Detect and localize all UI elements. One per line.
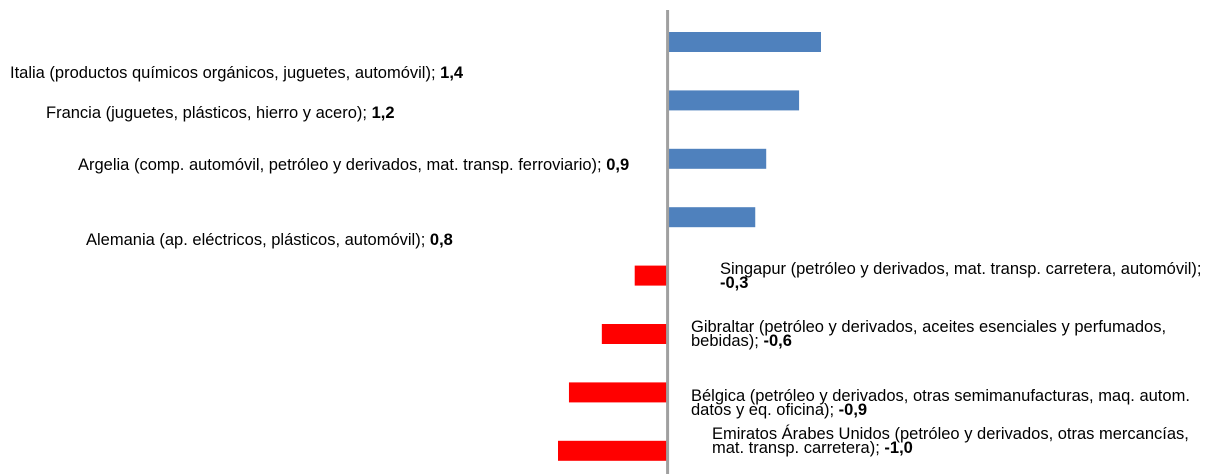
bar-label: Alemania (ap. eléctricos, plásticos, aut…: [86, 231, 453, 249]
bar: [667, 32, 821, 52]
bar: [667, 207, 756, 228]
value-label: 0,9: [606, 156, 630, 174]
category-label: Francia (juguetes, plásticos, hierro y a…: [46, 104, 367, 122]
value-label: -0,3: [720, 274, 749, 292]
bar: [667, 148, 767, 169]
category-label: Bélgica (petróleo y derivados, otras sem…: [691, 387, 1190, 419]
category-label: Singapur (petróleo y derivados, mat. tra…: [720, 260, 1202, 278]
category-label: Italia (productos químicos orgánicos, ju…: [10, 64, 436, 82]
category-label: Gibraltar (petróleo y derivados, aceites…: [691, 318, 1167, 350]
bar-label: Francia (juguetes, plásticos, hierro y a…: [46, 104, 395, 122]
bar: [558, 440, 668, 461]
category-label: Alemania (ap. eléctricos, plásticos, aut…: [86, 231, 426, 249]
value-label: 1,2: [371, 104, 395, 122]
bar: [568, 382, 668, 403]
value-label: -1,0: [884, 439, 913, 457]
value-label: -0,6: [763, 332, 792, 350]
bar-label: Bélgica (petróleo y derivados, otras sem…: [691, 387, 1231, 419]
value-label: 1,4: [440, 64, 464, 82]
bar: [634, 265, 668, 286]
bar-label: Singapur (petróleo y derivados, mat. tra…: [720, 260, 1231, 292]
bar-label: Emiratos Árabes Unidos (petróleo y deriv…: [712, 425, 1212, 457]
bar: [667, 90, 800, 111]
value-label: -0,9: [838, 401, 868, 419]
category-label: Emiratos Árabes Unidos (petróleo y deriv…: [712, 425, 1189, 457]
category-label: Argelia (comp. automóvil, petróleo y der…: [78, 156, 602, 174]
value-label: 0,8: [429, 231, 453, 249]
bar-label: Italia (productos químicos orgánicos, ju…: [10, 64, 464, 82]
bar: [601, 324, 668, 344]
bar-label: Argelia (comp. automóvil, petróleo y der…: [78, 156, 630, 174]
bar-label: Gibraltar (petróleo y derivados, aceites…: [691, 318, 1181, 350]
